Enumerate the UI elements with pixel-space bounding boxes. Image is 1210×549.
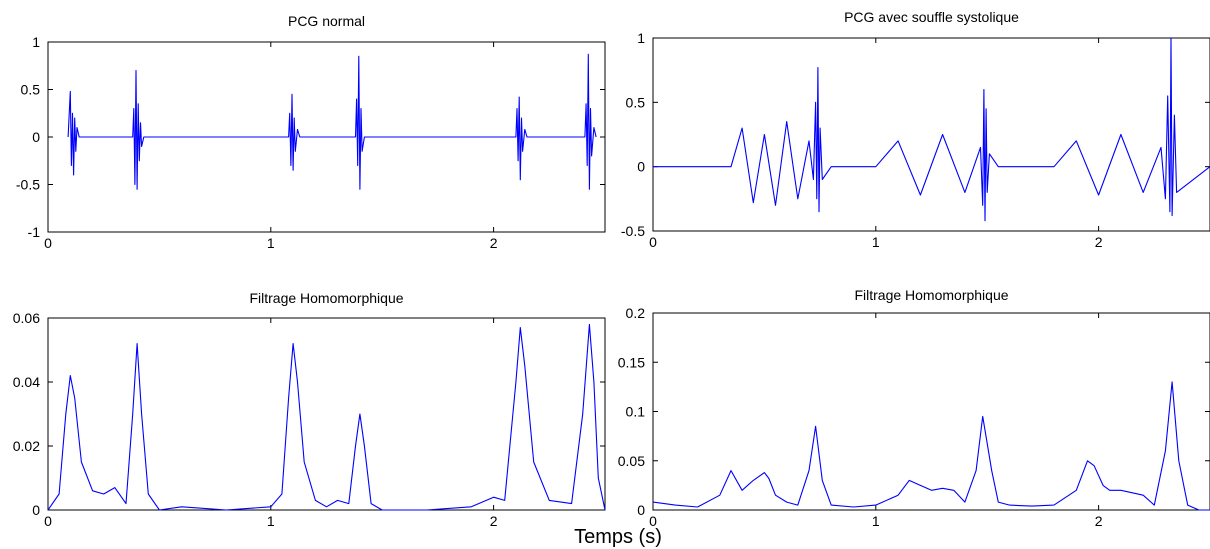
plot-frame xyxy=(652,37,1210,232)
y-tick-label: 1 xyxy=(637,30,645,46)
plot-pcg-normal: PCG normal 0 1 2 -1 -0.5 0 0.5 1 xyxy=(16,13,606,251)
plot-filtrage-homomorphique-normal: Filtrage Homomorphique 0 1 2 0 0.02 0.04 0.06 xyxy=(13,290,606,529)
y-tick-label: 0 xyxy=(637,159,645,175)
y-tick-label: 0.06 xyxy=(13,310,40,326)
y-tick-label: -0.5 xyxy=(621,223,645,239)
y-tick-label: 0.04 xyxy=(13,374,40,390)
y-tick-label: 0.5 xyxy=(21,82,41,98)
signal-trace xyxy=(47,323,606,511)
x-tick-label: 2 xyxy=(1095,234,1103,250)
plot-title: PCG normal xyxy=(288,13,365,29)
x-tick-label: 2 xyxy=(1095,513,1103,529)
y-tick-label: 0.02 xyxy=(13,438,40,454)
x-tick-label: 1 xyxy=(267,235,275,251)
y-tick-label: 0.1 xyxy=(626,404,646,420)
y-tick-label: -1 xyxy=(28,224,41,240)
plot-title: Filtrage Homomorphique xyxy=(854,287,1008,303)
x-tick-label: 2 xyxy=(490,235,498,251)
x-tick-label: 1 xyxy=(872,513,880,529)
y-tick-label: 0.05 xyxy=(618,453,645,469)
signal-trace xyxy=(652,381,1210,511)
x-tick-label: 0 xyxy=(44,235,52,251)
y-tick-label: 0.5 xyxy=(626,94,646,110)
x-tick-label: 1 xyxy=(872,234,880,250)
plot-frame xyxy=(652,312,1210,511)
signal-trace xyxy=(67,53,597,190)
x-tick-label: 1 xyxy=(267,513,275,529)
y-tick-label: 1 xyxy=(32,34,40,50)
x-tick-label: 2 xyxy=(490,513,498,529)
y-tick-label: 0 xyxy=(637,502,645,518)
y-tick-label: 0.15 xyxy=(618,354,645,370)
x-tick-label: 0 xyxy=(649,234,657,250)
y-tick-label: -0.5 xyxy=(16,177,40,193)
x-tick-label: 0 xyxy=(44,513,52,529)
signal-trace xyxy=(653,37,1210,222)
plot-frame xyxy=(47,317,606,511)
plot-title: Filtrage Homomorphique xyxy=(249,290,403,306)
x-tick-label: 0 xyxy=(649,513,657,529)
plot-title: PCG avec souffle systolique xyxy=(844,9,1019,25)
plot-filtrage-homomorphique-souffle: Filtrage Homomorphique 0 1 2 0 0.05 0.1 0.15 0.2 xyxy=(618,287,1210,529)
y-tick-label: 0 xyxy=(32,129,40,145)
x-axis-label: Temps (s) xyxy=(574,526,662,548)
y-tick-label: 0.2 xyxy=(626,305,646,321)
y-tick-label: 0 xyxy=(32,502,40,518)
